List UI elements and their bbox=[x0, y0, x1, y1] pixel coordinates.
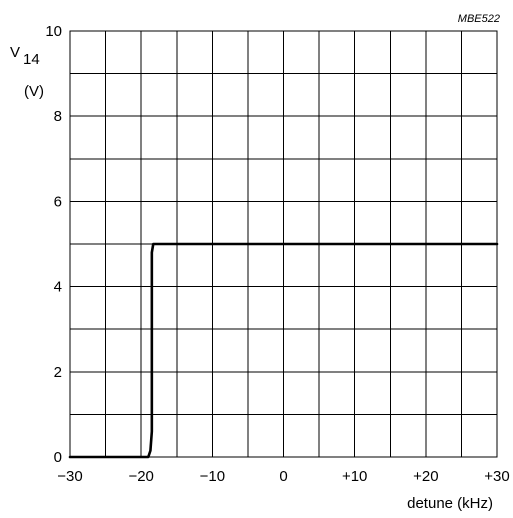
x-tick-label: +30 bbox=[484, 468, 509, 485]
grid bbox=[70, 31, 497, 457]
y-tick-label: 6 bbox=[54, 193, 62, 210]
x-tick-label: +10 bbox=[342, 468, 367, 485]
x-tick-label: −10 bbox=[200, 468, 225, 485]
y-tick-label: 0 bbox=[54, 449, 62, 466]
y-tick-label: 10 bbox=[45, 23, 62, 40]
x-axis-ticks: −30 −20 −10 0 +10 +20 +30 bbox=[57, 468, 509, 485]
series-line-v14 bbox=[68, 242, 499, 459]
y-tick-label: 4 bbox=[54, 279, 62, 296]
x-tick-label: −30 bbox=[57, 468, 82, 485]
y-tick-label: 8 bbox=[54, 108, 62, 125]
y-tick-label: 2 bbox=[54, 364, 62, 381]
y-axis-label-unit: (V) bbox=[24, 83, 44, 100]
x-axis-label: detune (kHz) bbox=[407, 495, 493, 512]
x-tick-label: −20 bbox=[128, 468, 153, 485]
figure-code: MBE522 bbox=[458, 13, 500, 25]
x-tick-label: 0 bbox=[279, 468, 287, 485]
x-tick-label: +20 bbox=[413, 468, 438, 485]
y-axis-ticks: 0 2 4 6 8 10 bbox=[45, 23, 62, 466]
y-axis-label-subscript: 14 bbox=[23, 51, 40, 68]
y-axis-label-symbol: V bbox=[10, 44, 20, 61]
